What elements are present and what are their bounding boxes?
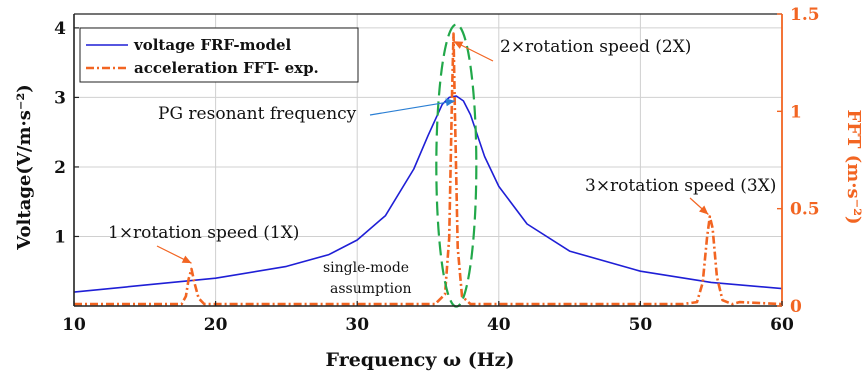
arrow-pg-resonant-head bbox=[445, 98, 455, 107]
axes bbox=[73, 13, 783, 307]
arrow-pg-resonant-shaft bbox=[369, 100, 456, 116]
y-right-tick-label: 0 bbox=[790, 297, 802, 317]
legend: voltage FRF-model acceleration FFT- exp. bbox=[79, 27, 359, 83]
arrow-3x-head bbox=[699, 205, 709, 215]
legend-box bbox=[79, 27, 359, 83]
arrow-2x-head bbox=[453, 41, 464, 49]
y-right-tick-label: 1.5 bbox=[790, 5, 820, 25]
series-layer bbox=[73, 32, 783, 306]
y-axis-right-label: FFT (m·s⁻²) bbox=[843, 109, 862, 224]
y-left-tick-label: 3 bbox=[54, 88, 66, 108]
series-line-fft bbox=[74, 32, 783, 306]
annotation-single-mode-line2: assumption bbox=[330, 281, 412, 297]
annotation-arrows bbox=[156, 40, 709, 264]
x-tick-label: 50 bbox=[629, 315, 653, 335]
y-left-tick-label: 4 bbox=[54, 19, 66, 39]
x-tick-label: 40 bbox=[487, 315, 511, 335]
annotation-single-mode-line1: single-mode bbox=[323, 260, 409, 276]
x-axis-label: Frequency ω (Hz) bbox=[326, 349, 515, 371]
x-tick-label: 20 bbox=[204, 315, 228, 335]
annotation-pg-resonant: PG resonant frequency bbox=[158, 104, 357, 124]
arrow-1x-head bbox=[181, 255, 192, 264]
y-left-tick-label: 2 bbox=[54, 158, 66, 178]
y-left-tick-label: 1 bbox=[54, 227, 66, 247]
annotation-2x: 2×rotation speed (2X) bbox=[500, 37, 691, 57]
series-line-voltage bbox=[73, 95, 783, 293]
annotation-1x: 1×rotation speed (1X) bbox=[108, 223, 299, 243]
x-tick-label: 10 bbox=[62, 315, 86, 335]
x-tick-label: 60 bbox=[770, 315, 794, 335]
legend-label-voltage: voltage FRF-model bbox=[133, 36, 292, 54]
x-tick-label: 30 bbox=[345, 315, 369, 335]
y-right-tick-label: 1 bbox=[790, 102, 802, 122]
annotation-3x: 3×rotation speed (3X) bbox=[585, 176, 776, 196]
legend-label-fft: acceleration FFT- exp. bbox=[134, 59, 319, 77]
y-right-tick-label: 0.5 bbox=[790, 200, 820, 220]
y-axis-left-label: Voltage(V/m·s⁻²) bbox=[14, 84, 35, 251]
